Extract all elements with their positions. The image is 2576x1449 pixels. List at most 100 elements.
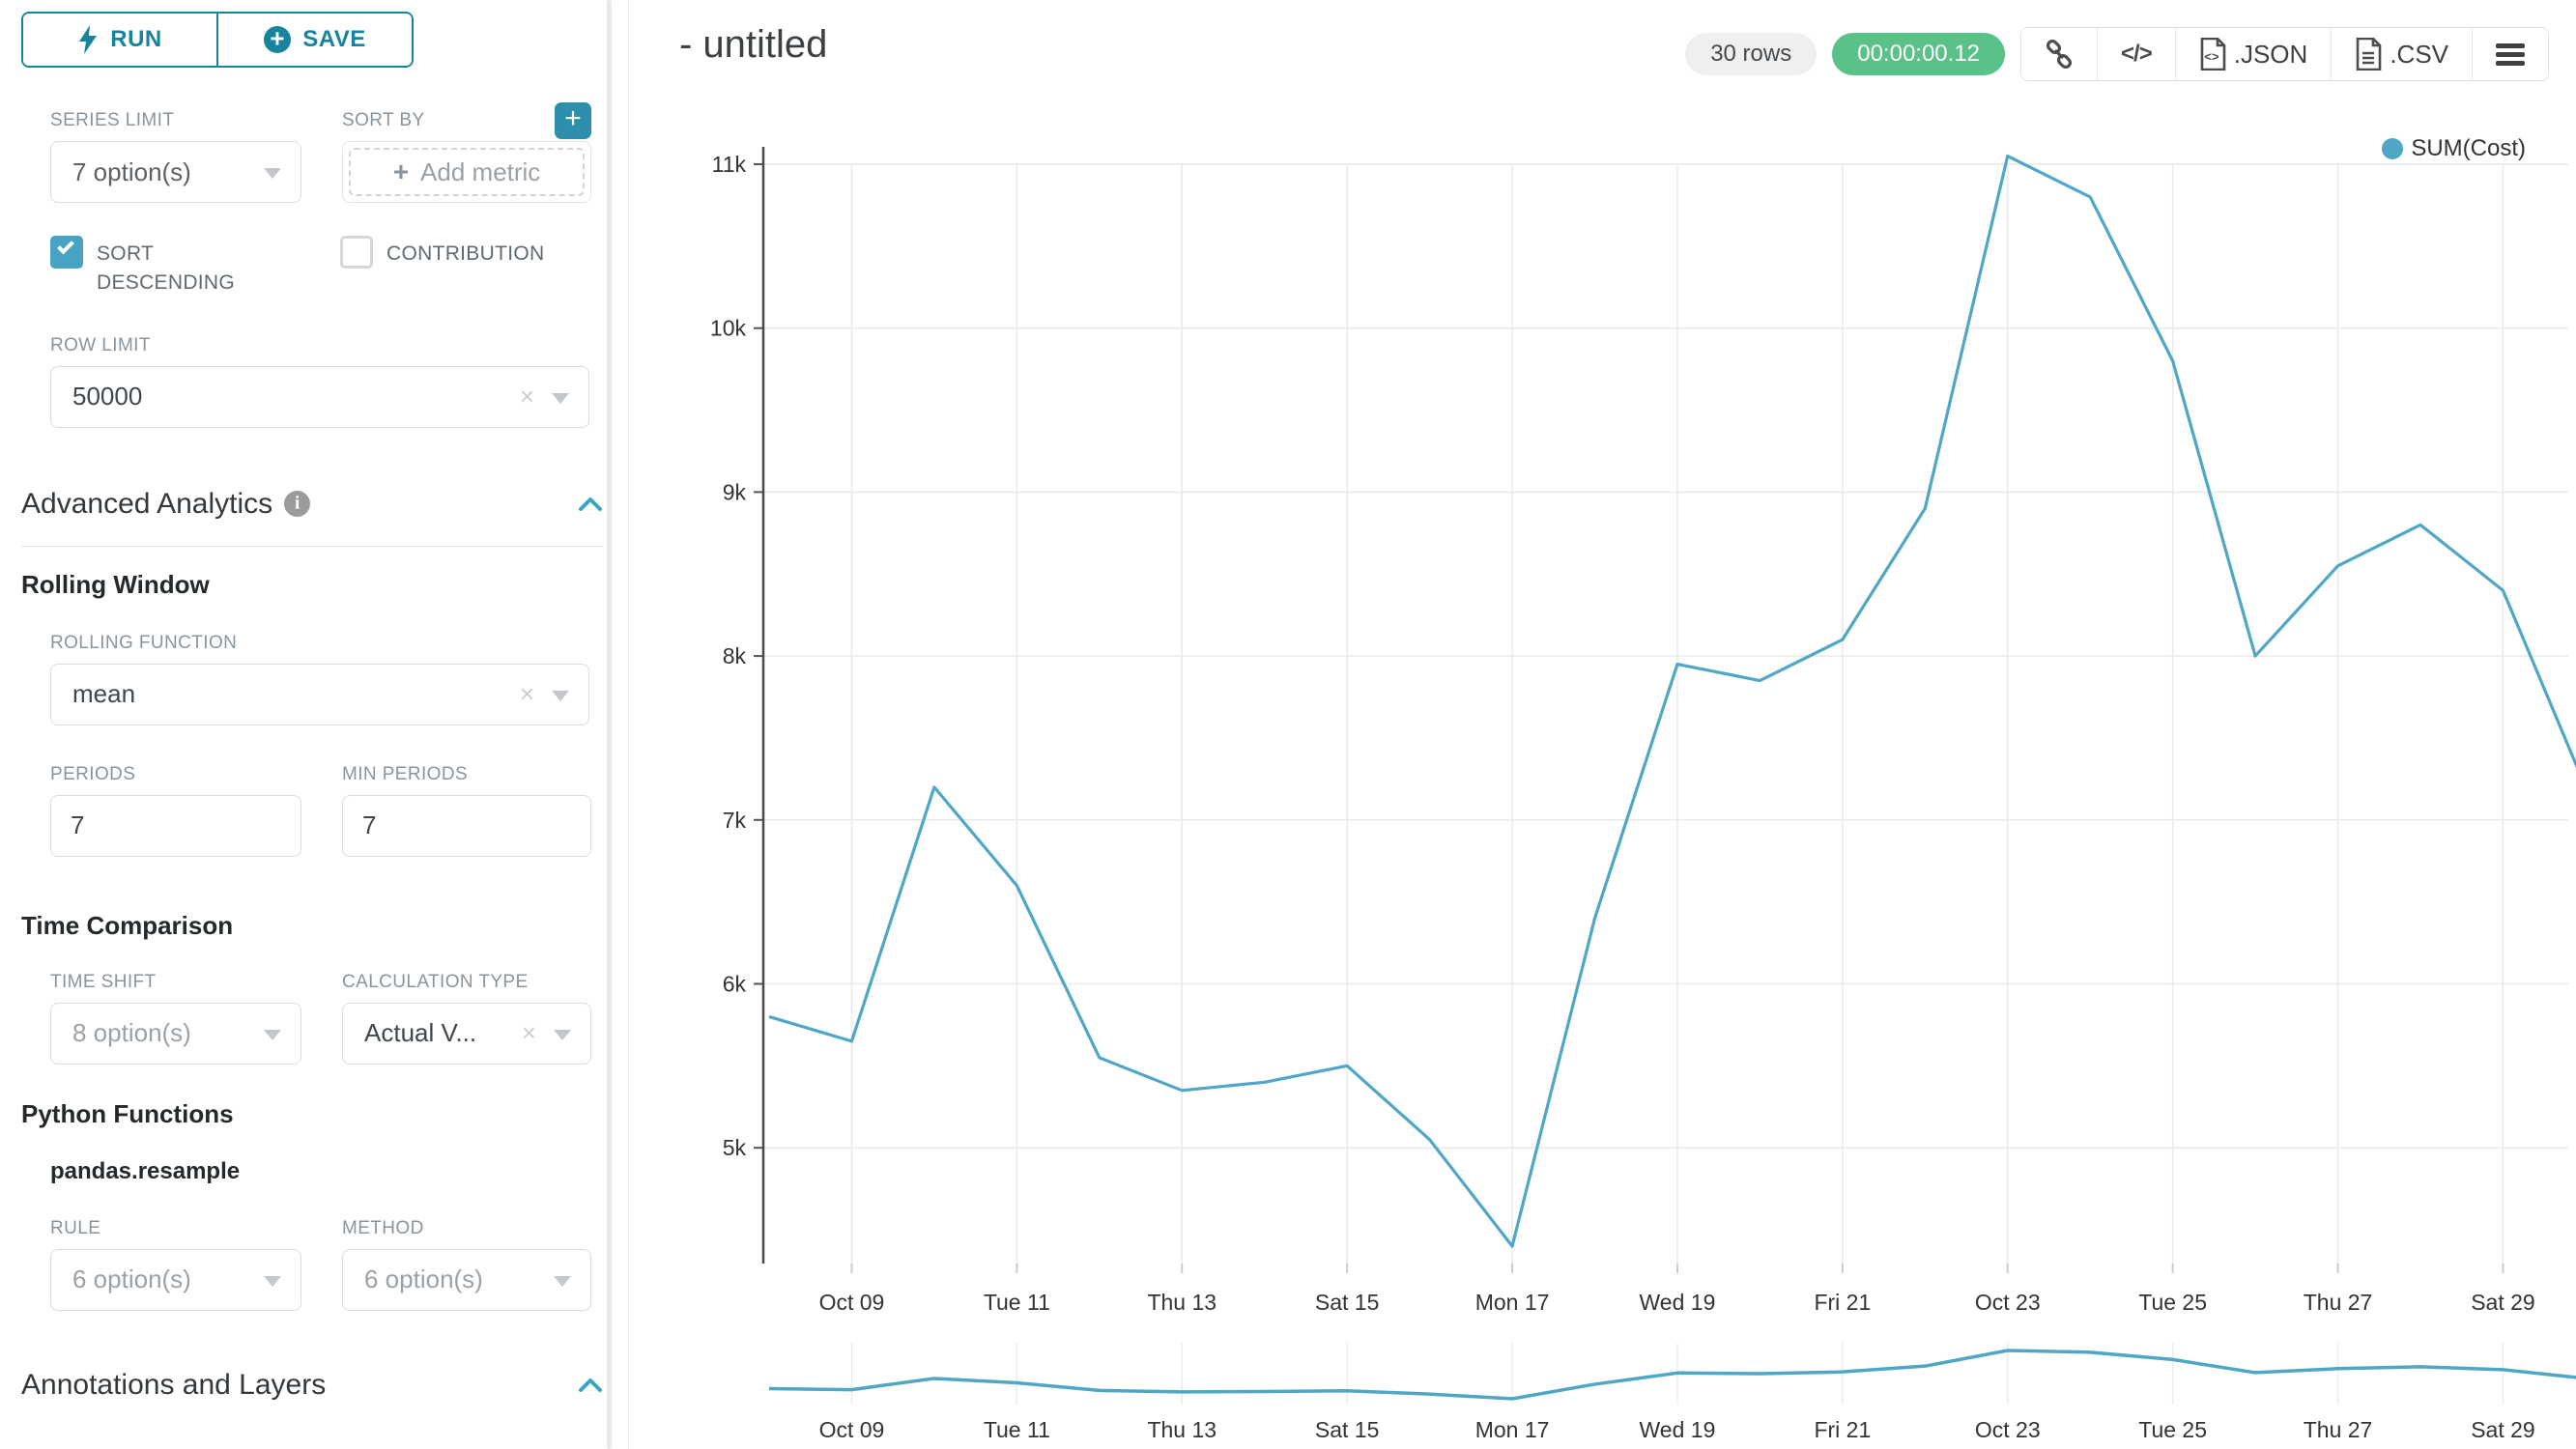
chart-header: - untitled 30 rows 00:00:00.12 [629,0,2576,97]
section-divider [21,545,603,547]
plus-circle-icon [264,26,292,53]
mini-x-tick-label: Thu 27 [2304,1417,2373,1442]
export-toolbar: </> <> .JSON [2020,27,2549,81]
min-periods-input[interactable] [342,794,591,857]
row-limit-label: ROW LIMIT [50,334,151,355]
mini-x-tick-label: Thu 13 [1147,1417,1216,1442]
legend-dot-icon [2382,138,2404,159]
time-shift-select[interactable]: 8 option(s) [50,1002,301,1065]
add-sort-metric-button[interactable] [555,102,591,139]
sort-by-dropzone: + Add metric [342,141,591,203]
advanced-analytics-title: Advanced Analytics [21,487,273,520]
mini-x-tick-label: Mon 17 [1475,1417,1550,1442]
periods-label: PERIODS [50,763,136,784]
chart-panel: - untitled 30 rows 00:00:00.12 [629,0,2576,1449]
row-limit-value: 50000 [72,382,143,412]
y-tick-label: 7k [723,808,747,833]
more-options-button[interactable] [2472,28,2548,80]
sort-descending-checkbox-row: SORT DESCENDING [50,236,340,298]
chart-title[interactable]: - untitled [679,23,828,66]
method-select[interactable]: 6 option(s) [342,1248,591,1311]
chevron-down-icon [554,1029,571,1040]
mini-x-tick-label: Tue 25 [2138,1417,2207,1442]
x-tick-label: Sat 29 [2471,1290,2535,1315]
row-count-badge: 30 rows [1685,33,1818,75]
save-button-label: SAVE [302,26,366,52]
y-tick-label: 10k [710,316,747,341]
mini-x-tick-label: Sat 29 [2471,1417,2535,1442]
clear-icon[interactable]: × [519,381,534,411]
link-icon [2046,40,2073,69]
calculation-type-value: Actual V... [364,1018,477,1048]
rolling-function-select[interactable]: mean × [50,663,589,725]
annotations-header[interactable]: Annotations and Layers [21,1369,603,1402]
rolling-function-label: ROLLING FUNCTION [50,632,238,653]
time-comparison-title: Time Comparison [21,910,234,940]
python-function-name: pandas.resample [50,1157,241,1184]
control-panel: RUN SAVE SERIES LIMIT 7 option(s) SORT B… [0,0,629,1449]
checkmark-icon [57,237,74,255]
x-tick-label: Thu 27 [2304,1290,2373,1315]
copy-link-button[interactable] [2021,28,2098,80]
y-tick-label: 5k [723,1135,747,1160]
chevron-down-icon [552,392,569,404]
chevron-down-icon [552,690,569,701]
export-json-label: .JSON [2233,39,2308,69]
annotations-title: Annotations and Layers [21,1368,327,1401]
clear-icon[interactable]: × [521,1017,536,1047]
chevron-up-icon[interactable] [578,1378,603,1393]
save-button[interactable]: SAVE [216,14,412,66]
chevron-up-icon[interactable] [578,497,603,512]
min-periods-label: MIN PERIODS [342,763,469,784]
sidebar-scrollbar[interactable] [607,0,612,1449]
export-json-button[interactable]: <> .JSON [2174,28,2332,80]
y-tick-label: 6k [723,972,747,997]
add-metric-label: Add metric [420,156,541,186]
y-tick-label: 11k [712,152,747,177]
calculation-type-select[interactable]: Actual V... × [342,1002,591,1065]
info-icon[interactable] [284,491,311,518]
x-tick-label: Tue 25 [2138,1290,2207,1315]
mini-preview-line[interactable] [768,1349,2576,1401]
embed-code-button[interactable]: </> [2097,28,2175,80]
sort-descending-checkbox[interactable] [50,236,83,269]
plus-icon: + [392,156,410,186]
x-tick-label: Sat 15 [1315,1290,1380,1315]
calculation-type-label: CALCULATION TYPE [342,971,529,992]
mini-x-tick-label: Oct 23 [1975,1417,2041,1442]
time-shift-label: TIME SHIFT [50,971,157,992]
sort-by-label: SORT BY [342,110,425,130]
add-metric-button[interactable]: + Add metric [349,148,585,196]
mini-x-tick-label: Wed 19 [1640,1417,1716,1442]
export-csv-label: .CSV [2390,39,2448,69]
menu-icon [2496,40,2525,70]
periods-input[interactable] [50,794,301,857]
export-csv-button[interactable]: .CSV [2331,28,2472,80]
x-tick-label: Oct 23 [1975,1290,2041,1315]
chart-legend[interactable]: SUM(Cost) [2382,135,2526,162]
advanced-analytics-header[interactable]: Advanced Analytics [21,488,603,521]
rule-value: 6 option(s) [72,1264,191,1294]
run-button[interactable]: RUN [23,14,216,66]
series-limit-select[interactable]: 7 option(s) [50,141,301,203]
mini-x-tick-label: Tue 11 [984,1417,1050,1442]
contribution-checkbox[interactable] [340,236,373,269]
run-button-label: RUN [110,26,162,52]
python-functions-title: Python Functions [21,1098,234,1128]
y-tick-label: 8k [723,643,747,668]
x-tick-label: Oct 09 [819,1290,885,1315]
line-chart-canvas[interactable]: 11k 10k 9k 8k 7k 6k 5k Oct 09 Oct 09 Tue 11 Tue 11… [629,0,2576,1449]
code-icon: </> [2121,41,2153,67]
rule-select[interactable]: 6 option(s) [50,1248,301,1311]
clear-icon[interactable]: × [519,678,534,708]
y-tick-label: 9k [723,479,747,504]
row-limit-select[interactable]: 50000 × [50,365,589,428]
series-line [768,154,2576,1248]
sort-descending-label: SORT DESCENDING [97,242,236,295]
rolling-window-title: Rolling Window [21,569,210,599]
svg-text:<>: <> [2204,49,2219,64]
run-save-button-group: RUN SAVE [21,12,414,68]
method-value: 6 option(s) [364,1264,483,1294]
legend-series-label: SUM(Cost) [2411,135,2526,161]
x-tick-label: Fri 21 [1814,1290,1871,1315]
